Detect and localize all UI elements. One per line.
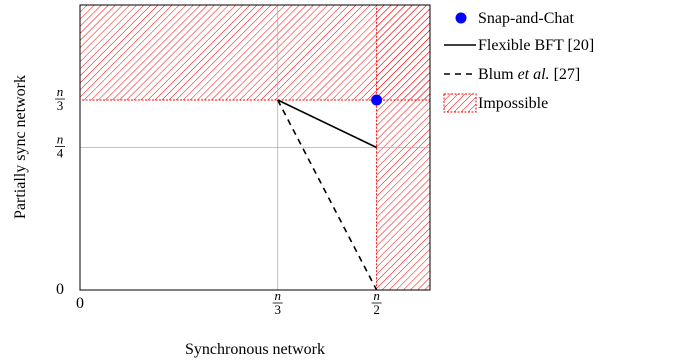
y-tick-2-num: n bbox=[57, 84, 64, 99]
y-tick-2: n3 bbox=[55, 84, 65, 113]
y-tick-2-den: 3 bbox=[57, 98, 64, 113]
legend-label-blum-suffix: [27] bbox=[550, 66, 581, 83]
snap-and-chat-point bbox=[371, 94, 383, 106]
legend-label-blum-italic: et al. bbox=[518, 66, 550, 83]
series-layer bbox=[277, 94, 383, 291]
x-tick-1-den: 3 bbox=[274, 302, 281, 317]
legend-swatch-impossible bbox=[443, 93, 477, 113]
legend-label-flexible-bft: Flexible BFT [20] bbox=[478, 37, 594, 54]
y-tick-1: n4 bbox=[55, 132, 65, 161]
legend-label-blum: Blum et al. [27] bbox=[478, 66, 580, 83]
legend-swatch-snap-and-chat bbox=[455, 12, 467, 24]
x-tick-2-den: 2 bbox=[373, 302, 380, 317]
x-axis-label: Synchronous network bbox=[185, 341, 325, 358]
gridlines bbox=[80, 5, 430, 290]
y-axis-label: Partially sync network bbox=[12, 75, 29, 219]
x-tick-1: n3 bbox=[272, 288, 283, 317]
y-tick-0: 0 bbox=[56, 281, 64, 298]
legend-label-blum-prefix: Blum bbox=[478, 66, 518, 83]
y-tick-1-num: n bbox=[57, 132, 64, 147]
x-tick-0: 0 bbox=[76, 295, 84, 312]
blum-line bbox=[277, 99, 378, 291]
x-tick-2: n2 bbox=[371, 288, 382, 317]
legend-label-impossible: Impossible bbox=[478, 95, 548, 112]
x-tick-1-num: n bbox=[274, 288, 281, 303]
impossible-region-0 bbox=[79, 4, 431, 101]
flexible-bft-line bbox=[277, 99, 377, 149]
y-tick-1-den: 4 bbox=[57, 146, 64, 161]
legend-label-snap-and-chat: Snap-and-Chat bbox=[478, 10, 575, 27]
legend: Snap-and-Chat Flexible BFT [20] Blum et … bbox=[443, 10, 594, 113]
x-tick-2-num: n bbox=[373, 288, 380, 303]
plot-frame bbox=[79, 4, 431, 291]
